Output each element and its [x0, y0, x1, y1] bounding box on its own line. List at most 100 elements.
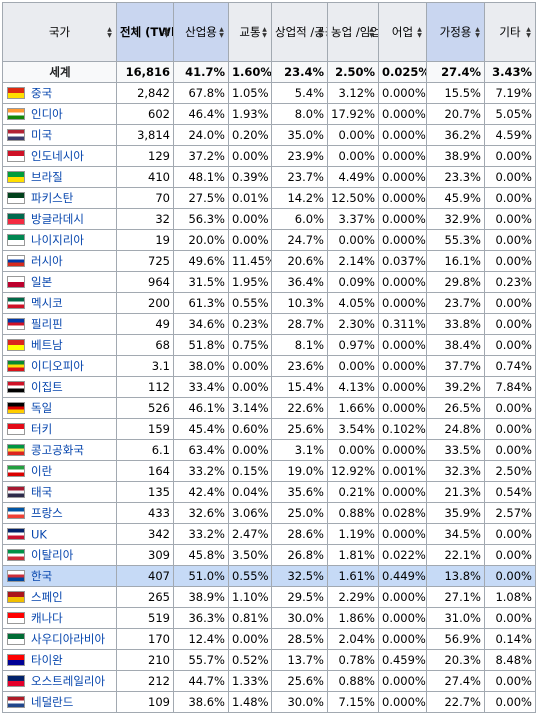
- column-header-label: 국가: [48, 24, 71, 39]
- country-link[interactable]: 독일: [31, 401, 53, 415]
- value-cell: 15.4%: [271, 376, 328, 398]
- value-cell: 0.000%: [378, 229, 427, 251]
- country-link[interactable]: 멕시코: [31, 296, 63, 310]
- value-cell: 55.3%: [426, 229, 485, 251]
- country-link[interactable]: 이란: [31, 464, 53, 478]
- country-link[interactable]: 나이지리아: [31, 233, 84, 247]
- country-link[interactable]: 파키스탄: [31, 191, 74, 205]
- value-cell: 2.14%: [327, 250, 379, 272]
- thailand-flag-icon: [7, 486, 25, 498]
- country-cell: 사우디아라비아: [2, 628, 117, 650]
- value-cell: 25.0%: [271, 502, 328, 524]
- value-cell: 7.84%: [484, 376, 536, 398]
- iran-flag-icon: [7, 465, 25, 477]
- country-link[interactable]: 태국: [31, 485, 53, 499]
- column-header-5[interactable]: 농업 /임업 ▲▼: [327, 2, 379, 62]
- country-cell: 이탈리아: [2, 544, 117, 566]
- value-cell: 1.33%: [228, 670, 272, 692]
- value-cell: 0.78%: [327, 649, 379, 671]
- country-link[interactable]: 베트남: [31, 338, 63, 352]
- value-cell: 29.8%: [426, 271, 485, 293]
- sort-icon[interactable]: ▲▼: [163, 26, 170, 38]
- canada-flag-icon: [7, 612, 25, 624]
- header-row: 국가▲▼전체 (TWh)▲▼산업용▲▼교통▲▼상업적 /공공 서비스▲▼농업 /…: [2, 2, 536, 62]
- world-value: 1.60%: [228, 61, 272, 83]
- country-cell: 프랑스: [2, 502, 117, 524]
- country-link[interactable]: 러시아: [31, 254, 63, 268]
- value-cell: 0.102%: [378, 418, 427, 440]
- country-link[interactable]: 방글라데시: [31, 212, 84, 226]
- sort-icon[interactable]: ▲▼: [525, 26, 532, 38]
- value-cell: 0.23%: [228, 313, 272, 335]
- value-cell: 1.86%: [327, 607, 379, 629]
- column-header-8[interactable]: 기타 ▲▼: [484, 2, 536, 62]
- value-cell: 6.0%: [271, 208, 328, 230]
- vietnam-flag-icon: [7, 339, 25, 351]
- value-cell: 24.0%: [173, 124, 229, 146]
- country-link[interactable]: 이집트: [31, 380, 63, 394]
- value-cell: 51.0%: [173, 565, 229, 587]
- country-link[interactable]: 한국: [31, 569, 53, 583]
- value-cell: 36.3%: [173, 607, 229, 629]
- country-link[interactable]: 필리핀: [31, 317, 63, 331]
- country-cell: 인디아: [2, 103, 117, 125]
- column-header-6[interactable]: 어업 ▲▼: [378, 2, 427, 62]
- column-header-2[interactable]: 산업용 ▲▼: [173, 2, 229, 62]
- country-link[interactable]: 스페인: [31, 590, 63, 604]
- value-cell: 3.50%: [228, 544, 272, 566]
- country-link[interactable]: 네덜란드: [31, 695, 74, 709]
- value-cell: 46.1%: [173, 397, 229, 419]
- sort-icon[interactable]: ▲▼: [416, 26, 423, 38]
- value-cell: 407: [116, 565, 174, 587]
- country-link[interactable]: UK: [31, 527, 47, 542]
- country-link[interactable]: 프랑스: [31, 506, 63, 520]
- brazil-flag-icon: [7, 171, 25, 183]
- sort-icon[interactable]: ▲▼: [218, 26, 225, 38]
- sort-icon[interactable]: ▲▼: [106, 26, 113, 38]
- usa-flag-icon: [7, 129, 25, 141]
- country-link[interactable]: 사우디아라비아: [31, 632, 106, 646]
- value-cell: 3.54%: [327, 418, 379, 440]
- column-header-1[interactable]: 전체 (TWh)▲▼: [116, 2, 174, 62]
- country-link[interactable]: 캐나다: [31, 611, 63, 625]
- value-cell: 3.37%: [327, 208, 379, 230]
- value-cell: 0.00%: [484, 187, 536, 209]
- country-link[interactable]: 브라질: [31, 170, 63, 184]
- value-cell: 32.5%: [271, 565, 328, 587]
- value-cell: 0.81%: [228, 607, 272, 629]
- sort-icon[interactable]: ▲▼: [317, 26, 324, 38]
- value-cell: 13.8%: [426, 565, 485, 587]
- value-cell: 61.3%: [173, 292, 229, 314]
- column-header-0[interactable]: 국가 ▲▼: [2, 2, 117, 62]
- column-header-3[interactable]: 교통 ▲▼: [228, 2, 272, 62]
- country-link[interactable]: 터키: [31, 422, 53, 436]
- value-cell: 1.10%: [228, 586, 272, 608]
- value-cell: 0.000%: [378, 397, 427, 419]
- column-header-4[interactable]: 상업적 /공공 서비스▲▼: [271, 2, 328, 62]
- country-link[interactable]: 이탈리아: [31, 548, 74, 562]
- country-link[interactable]: 인도네시아: [31, 149, 84, 163]
- value-cell: 33.4%: [173, 376, 229, 398]
- value-cell: 23.7%: [426, 292, 485, 314]
- country-link[interactable]: 이디오피아: [31, 359, 84, 373]
- table-row: 이디오피아 3.1 38.0% 0.00% 23.6% 0.00% 0.000% 37.7% 0…: [2, 355, 536, 377]
- world-value: 2.50%: [327, 61, 379, 83]
- sort-icon[interactable]: ▲▼: [474, 26, 481, 38]
- sort-icon[interactable]: ▲▼: [368, 26, 375, 38]
- value-cell: 23.6%: [271, 355, 328, 377]
- india-flag-icon: [7, 108, 25, 120]
- country-link[interactable]: 오스트레일리아: [31, 674, 106, 688]
- country-link[interactable]: 일본: [31, 275, 53, 289]
- sort-icon[interactable]: ▲▼: [261, 26, 268, 38]
- column-header-7[interactable]: 가정용 ▲▼: [426, 2, 485, 62]
- world-label: 세계: [2, 61, 117, 83]
- country-link[interactable]: 타이완: [31, 653, 63, 667]
- country-link[interactable]: 콩고공화국: [31, 443, 84, 457]
- value-cell: 1.48%: [228, 691, 272, 713]
- country-link[interactable]: 미국: [31, 128, 53, 142]
- world-row: 세계 16,816 41.7% 1.60% 23.4% 2.50% 0.025% 27.4% 3…: [2, 61, 536, 83]
- value-cell: 0.14%: [484, 628, 536, 650]
- value-cell: 0.000%: [378, 586, 427, 608]
- country-link[interactable]: 인디아: [31, 107, 63, 121]
- country-link[interactable]: 중국: [31, 86, 53, 100]
